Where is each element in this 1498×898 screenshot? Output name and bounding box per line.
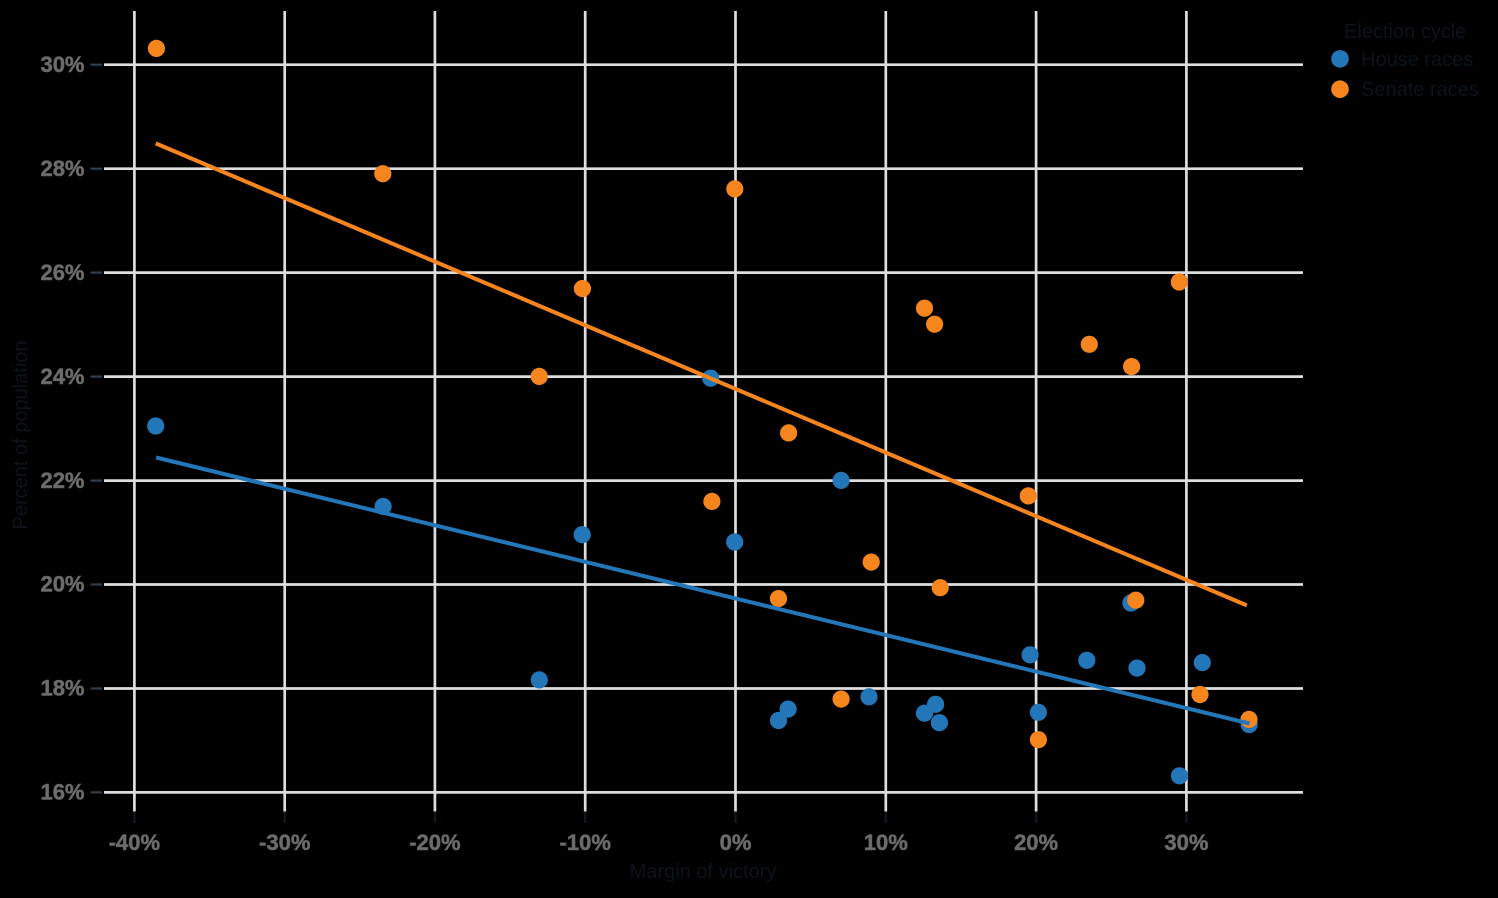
svg-text:Senate races: Senate races	[1361, 79, 1479, 101]
svg-text:House races: House races	[1361, 49, 1473, 71]
svg-text:10%: 10%	[864, 830, 908, 855]
svg-text:20%: 20%	[40, 572, 84, 597]
svg-text:28%: 28%	[40, 156, 84, 181]
svg-text:-30%: -30%	[259, 830, 310, 855]
svg-text:Election cycle: Election cycle	[1344, 21, 1466, 43]
svg-text:24%: 24%	[40, 364, 84, 389]
svg-text:Margin of victory: Margin of victory	[630, 861, 777, 883]
svg-text:-10%: -10%	[560, 830, 611, 855]
svg-text:22%: 22%	[40, 468, 84, 493]
svg-text:20%: 20%	[1014, 830, 1058, 855]
svg-text:-40%: -40%	[109, 830, 160, 855]
svg-text:-20%: -20%	[409, 830, 460, 855]
svg-text:26%: 26%	[40, 260, 84, 285]
svg-text:18%: 18%	[40, 676, 84, 701]
svg-text:30%: 30%	[40, 52, 84, 77]
svg-text:0%: 0%	[720, 830, 752, 855]
svg-text:Percent of population: Percent of population	[10, 340, 32, 529]
svg-text:30%: 30%	[1164, 830, 1208, 855]
svg-text:16%: 16%	[40, 780, 84, 805]
